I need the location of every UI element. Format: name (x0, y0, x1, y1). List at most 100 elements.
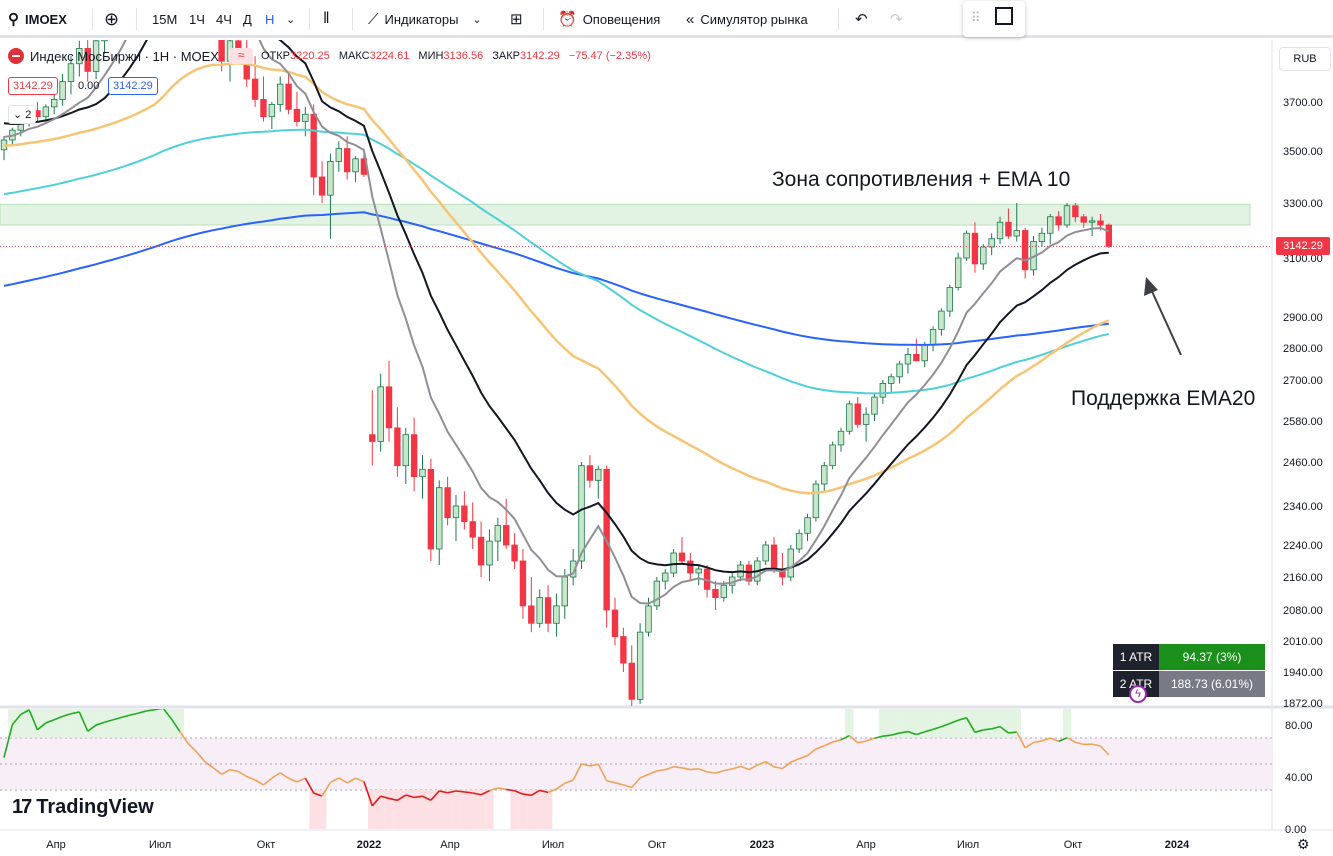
divider (136, 8, 137, 30)
rsi-line-segment (1075, 741, 1084, 746)
interval-1h[interactable]: 1Ч (189, 11, 205, 27)
rsi-line-segment (304, 777, 315, 794)
candle-down (528, 605, 535, 624)
rsi-line-segment (623, 784, 632, 789)
rsi-line-segment (472, 792, 482, 796)
interval-dropdown-chevron-icon[interactable]: ⌄ (286, 13, 296, 26)
redo-button[interactable]: ↷ (890, 0, 909, 38)
interval-4h[interactable]: 4Ч (216, 11, 232, 27)
settings-gear-icon[interactable]: ⚙ (1297, 836, 1310, 852)
candle-down (410, 434, 418, 478)
candle-down (260, 99, 267, 118)
candle-down (1105, 224, 1113, 247)
rsi-oversold-bar (527, 790, 536, 829)
rsi-line-segment (11, 713, 22, 726)
rsi-line-segment (262, 777, 273, 786)
rsi-line-segment (765, 761, 775, 768)
rsi-line-segment (162, 709, 173, 720)
rsi-line-segment (480, 789, 490, 796)
candle-up (812, 483, 820, 519)
rsi-line-segment (949, 719, 959, 725)
alerts-button[interactable]: ⏰ Оповещения (558, 11, 661, 28)
rsi-overbought-bar (878, 709, 888, 738)
time-axis-label: Апр (856, 839, 875, 851)
rsi-line-segment (756, 760, 766, 766)
bid-price[interactable]: 3142.29 (8, 77, 58, 95)
rsi-oversold-bar (518, 790, 528, 829)
rsi-line-segment (823, 741, 833, 747)
rsi-line-segment (673, 765, 683, 769)
templates-button[interactable]: ⊞ (510, 0, 529, 38)
spread-value: 0.00 (78, 80, 100, 92)
replay-button[interactable]: «Симулятор рынка (686, 10, 808, 28)
candle-up (787, 548, 794, 578)
rsi-line-segment (723, 768, 733, 772)
grid-icon: ⊞ (510, 11, 523, 28)
rsi-line-segment (974, 729, 984, 734)
rsi-group (3, 709, 1110, 829)
candle-down (511, 544, 518, 562)
time-axis-label: Апр (46, 839, 65, 851)
rsi-line-segment (104, 719, 114, 724)
interval-week[interactable]: Н (265, 11, 275, 27)
indicators-toggle[interactable]: ⌄ 2 (8, 105, 37, 124)
candle-up (402, 434, 409, 467)
interval-day[interactable]: Д (243, 11, 252, 27)
rsi-overbought-bar (50, 709, 59, 738)
rsi-overbought-bar (142, 709, 151, 738)
candle-up (327, 160, 334, 196)
drag-handle-icon[interactable]: ⠿ (971, 10, 981, 25)
moex-logo-icon (8, 48, 24, 64)
interval-15m[interactable]: 15М (152, 11, 178, 27)
candle-down (502, 525, 510, 546)
candle-up (662, 572, 669, 582)
rectangle-tool-icon[interactable] (995, 7, 1013, 25)
rsi-oversold-bar (435, 790, 444, 829)
rsi-line-segment (187, 743, 198, 753)
time-axis-label: Июл (542, 839, 564, 851)
candle-up (1088, 220, 1096, 223)
rsi-line-segment (195, 751, 206, 763)
atr-label: 1 ATR (1113, 644, 1159, 670)
ask-price[interactable]: 3142.29 (108, 77, 158, 95)
drawing-toolbar[interactable]: ⠿ (963, 1, 1025, 37)
chart-type-button[interactable]: ǁ (323, 0, 336, 38)
rsi-overbought-bar (41, 709, 51, 738)
rsi-line-segment (87, 724, 97, 732)
time-axis-label: Июл (149, 839, 171, 851)
rsi-line-segment (45, 719, 55, 724)
rsi-line-segment (916, 731, 925, 736)
market-status-icon[interactable]: ≈ (228, 48, 253, 64)
rsi-tick-label: 80.00 (1285, 720, 1313, 732)
rsi-line-segment (840, 734, 850, 741)
rsi-line-segment (807, 748, 817, 757)
rsi-line-segment (36, 722, 47, 731)
candle-down (385, 386, 393, 429)
candle-up (996, 221, 1004, 240)
candle-up (829, 444, 836, 467)
candle-up (578, 465, 585, 562)
candle-up (377, 386, 384, 442)
rsi-line-segment (924, 728, 934, 733)
divider (309, 8, 310, 30)
price-tick-label: 3100.00 (1283, 253, 1323, 265)
compare-button[interactable]: ⊕ (104, 0, 125, 38)
indicators-button[interactable]: ⟋ Индикаторы ⌄ (368, 10, 482, 28)
redo-icon: ↷ (890, 11, 903, 28)
candle-up (720, 584, 728, 599)
rsi-line-segment (146, 709, 155, 712)
chevron-down-icon: ⌄ (472, 13, 482, 26)
candle-down (1055, 216, 1062, 226)
candle-up (595, 468, 602, 481)
rsi-overbought-bar (895, 709, 904, 738)
currency-selector[interactable]: RUB (1279, 47, 1331, 71)
price-tick-label: 3700.00 (1283, 97, 1323, 109)
candle-up (76, 48, 83, 65)
symbol-search[interactable]: ⚲ IMOEX (8, 11, 67, 28)
candle-down (369, 434, 376, 442)
lightning-icon[interactable]: ϟ (1129, 685, 1147, 703)
undo-button[interactable]: ↶ (855, 0, 874, 38)
candle-down (544, 597, 552, 624)
candle-up (536, 597, 543, 624)
